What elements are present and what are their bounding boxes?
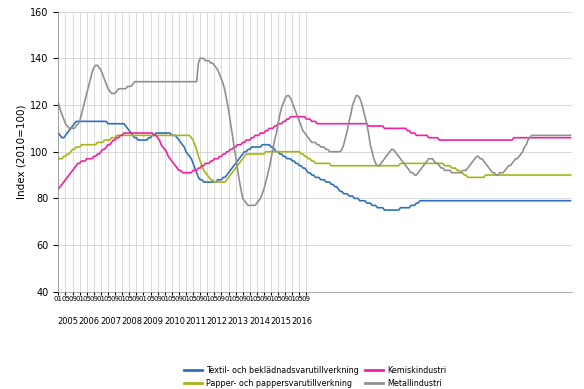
- Text: 2009: 2009: [142, 317, 164, 326]
- Text: 2006: 2006: [79, 317, 100, 326]
- Text: 2016: 2016: [291, 317, 312, 326]
- Text: 2005: 2005: [58, 317, 79, 326]
- Text: 2015: 2015: [270, 317, 291, 326]
- Text: 2014: 2014: [249, 317, 270, 326]
- Text: 2010: 2010: [164, 317, 185, 326]
- Y-axis label: Index (2010=100): Index (2010=100): [16, 105, 26, 199]
- Legend: Textil- och beklädnadsvarutillverkning, Papper- och pappersvarutillverkning, Kem: Textil- och beklädnadsvarutillverkning, …: [185, 366, 446, 388]
- Text: 2012: 2012: [207, 317, 228, 326]
- Text: 2013: 2013: [228, 317, 249, 326]
- Text: 2007: 2007: [100, 317, 121, 326]
- Text: 2008: 2008: [121, 317, 142, 326]
- Text: 2011: 2011: [185, 317, 206, 326]
